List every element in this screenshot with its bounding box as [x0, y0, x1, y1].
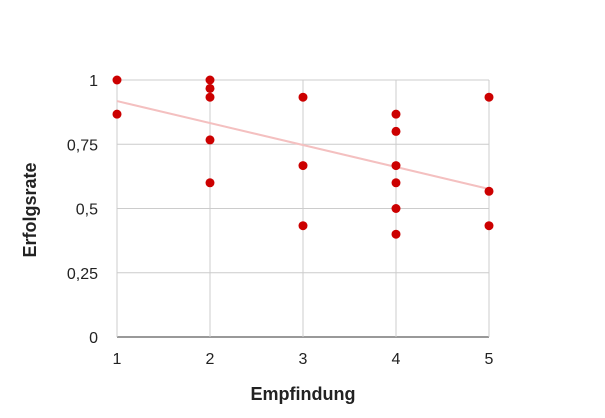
data-point — [391, 126, 401, 136]
data-point — [112, 75, 122, 85]
data-point — [205, 83, 215, 93]
y-tick-label: 0,5 — [76, 202, 98, 219]
y-tick-label: 1 — [89, 73, 98, 90]
data-point — [391, 204, 401, 213]
y-axis-title: Erfolgsrate — [20, 162, 40, 257]
y-tick-label: 0 — [89, 330, 98, 347]
data-point — [484, 221, 494, 231]
trendline — [116, 100, 490, 190]
y-tick-label: 0,75 — [67, 137, 98, 154]
trendline-layer — [116, 100, 490, 190]
data-point — [205, 178, 215, 188]
data-point — [391, 178, 401, 188]
data-point — [205, 135, 215, 145]
data-point — [112, 109, 122, 119]
y-tick-labels: 0 0,25 0,5 0,75 1 — [67, 73, 98, 347]
data-point — [205, 75, 215, 85]
data-point — [298, 92, 308, 102]
data-points — [112, 75, 494, 239]
data-point — [484, 92, 494, 102]
x-tick-label: 2 — [206, 351, 215, 368]
data-point — [391, 229, 401, 239]
y-tick-label: 0,25 — [67, 266, 98, 283]
data-point — [484, 186, 494, 196]
data-point — [298, 221, 308, 231]
data-point — [205, 92, 215, 102]
data-point — [391, 109, 401, 119]
data-point — [298, 161, 308, 171]
x-tick-label: 5 — [485, 351, 494, 368]
x-tick-labels: 1 2 3 4 5 — [113, 351, 494, 368]
x-tick-label: 1 — [113, 351, 122, 368]
grid-lines — [116, 79, 490, 338]
x-tick-label: 3 — [299, 351, 308, 368]
data-point — [391, 161, 401, 171]
x-axis-title: Empfindung — [251, 384, 356, 404]
x-tick-label: 4 — [392, 351, 401, 368]
